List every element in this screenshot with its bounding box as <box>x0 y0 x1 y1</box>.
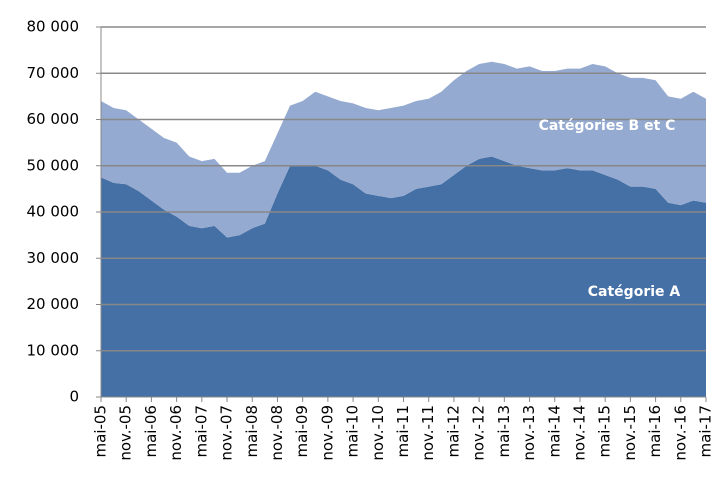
x-tick-label: nov.-05 <box>117 405 135 461</box>
area <box>101 156 706 397</box>
y-tick-label: 20 000 <box>27 295 80 313</box>
x-tick-label: nov.-12 <box>470 405 488 461</box>
x-tick-label: mai-11 <box>394 405 412 457</box>
x-tick-label: mai-16 <box>646 405 664 457</box>
y-tick-label: 80 000 <box>27 18 80 36</box>
x-tick-label: mai-15 <box>596 405 614 457</box>
y-tick-label: 50 000 <box>27 156 80 174</box>
x-tick-label: nov.-11 <box>419 405 437 461</box>
x-tick-label: nov.-13 <box>520 405 538 461</box>
x-tick-label: mai-17 <box>697 405 712 457</box>
x-tick-label: mai-08 <box>243 405 261 457</box>
series-label: Catégorie A <box>588 284 681 300</box>
x-tick-label: mai-13 <box>495 405 513 457</box>
x-tick-label: nov.-06 <box>167 405 185 461</box>
x-tick-label: mai-05 <box>92 405 110 457</box>
x-tick-label: mai-12 <box>444 405 462 457</box>
y-tick-label: 70 000 <box>27 64 80 82</box>
x-tick-label: nov.-15 <box>621 405 639 461</box>
x-tick-label: nov.-07 <box>218 405 236 461</box>
y-tick-label: 60 000 <box>27 110 80 128</box>
y-tick-label: 40 000 <box>27 203 80 221</box>
x-tick-label: mai-06 <box>142 405 160 457</box>
x-tick-label: nov.-09 <box>318 405 336 461</box>
series-label: Catégories B et C <box>539 118 676 134</box>
y-tick-label: 30 000 <box>27 249 80 267</box>
x-tick-label: mai-14 <box>545 405 563 457</box>
x-tick-label: nov.-14 <box>570 405 588 461</box>
x-tick-label: nov.-08 <box>268 405 286 461</box>
area <box>101 61 706 238</box>
x-tick-label: mai-07 <box>192 405 210 457</box>
x-tick-label: nov.-10 <box>369 405 387 461</box>
y-tick-label: 10 000 <box>27 341 80 359</box>
x-tick-label: mai-10 <box>344 405 362 457</box>
x-tick-label: mai-09 <box>293 405 311 457</box>
x-tick-label: nov.-16 <box>671 405 689 461</box>
y-tick-label: 0 <box>69 388 79 406</box>
